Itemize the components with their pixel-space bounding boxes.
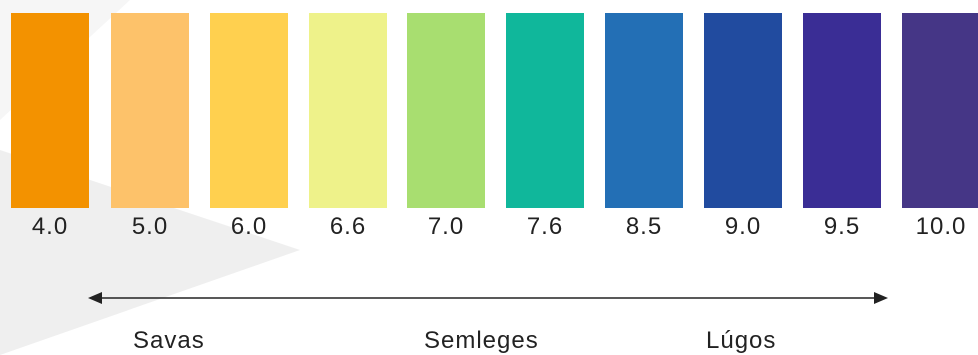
category-label-neutral: Semleges [424,327,539,354]
ph-value-label: 6.6 [329,213,367,240]
ph-range-arrow [88,288,888,308]
swatch-ph-5-0 [111,13,189,208]
ph-value-label: 8.5 [625,213,663,240]
swatch-ph-9-5 [803,13,881,208]
ph-value-label: 4.0 [31,213,69,240]
swatch-ph-7-6 [506,13,584,208]
category-label-alkaline: Lúgos [706,327,777,354]
ph-color-scale: 4.0 5.0 6.0 6.6 7.0 7.6 8.5 9.0 9.5 10.0 [11,13,978,240]
swatch-ph-6-6 [309,13,387,208]
ph-value-label: 9.0 [724,213,762,240]
ph-value-label: 6.0 [230,213,268,240]
swatch-ph-6-0 [210,13,288,208]
ph-value-label: 5.0 [131,213,169,240]
ph-value-label: 7.6 [526,213,564,240]
swatch-ph-10-0 [902,13,978,208]
ph-value-label: 9.5 [823,213,861,240]
swatch-ph-8-5 [605,13,683,208]
ph-value-label: 7.0 [427,213,465,240]
swatch-ph-9-0 [704,13,782,208]
swatch-ph-4-0 [11,13,89,208]
double-headed-arrow-icon [88,292,888,304]
category-label-acid: Savas [133,327,205,354]
ph-value-label: 10.0 [915,213,967,240]
swatch-ph-7-0 [407,13,485,208]
